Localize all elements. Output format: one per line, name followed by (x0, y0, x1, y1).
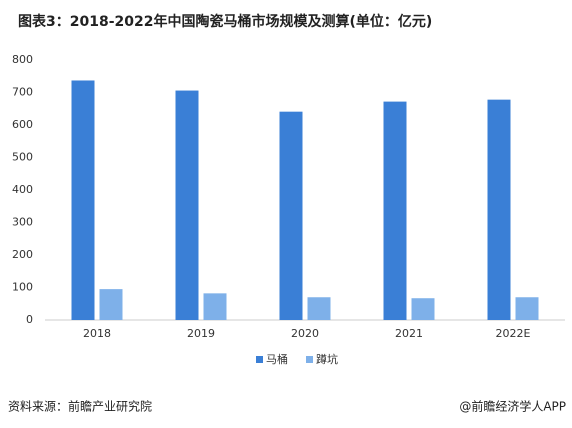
bar (203, 293, 227, 320)
legend-label: 蹲坑 (316, 352, 338, 366)
y-tick-label: 500 (12, 151, 33, 164)
x-tick-label: 2018 (83, 327, 111, 340)
y-tick-label: 400 (12, 183, 33, 196)
y-tick-label: 600 (12, 118, 33, 131)
bar (383, 101, 407, 320)
bar (515, 297, 539, 320)
bar (279, 111, 303, 320)
bar (307, 297, 331, 320)
bar (487, 99, 511, 321)
x-tick-label: 2019 (187, 327, 215, 340)
bar (411, 298, 435, 320)
credit-note: @前瞻经济学人APP (459, 399, 566, 414)
y-tick-label: 200 (12, 248, 33, 261)
y-tick-label: 800 (12, 53, 33, 66)
x-tick-label: 2020 (291, 327, 319, 340)
bar (71, 80, 95, 320)
bar (99, 289, 123, 320)
y-tick-label: 300 (12, 216, 33, 229)
legend-swatch (256, 356, 263, 363)
x-tick-label: 2022E (496, 327, 531, 340)
bar (175, 90, 199, 320)
legend-swatch (306, 356, 313, 363)
legend-label: 马桶 (266, 352, 288, 366)
x-tick-label: 2021 (395, 327, 423, 340)
source-note: 资料来源：前瞻产业研究院 (8, 399, 152, 414)
chart-title: 图表3：2018-2022年中国陶瓷马桶市场规模及测算(单位：亿元) (18, 13, 432, 30)
y-tick-label: 100 (12, 281, 33, 294)
y-tick-label: 700 (12, 86, 33, 99)
y-tick-label: 0 (26, 313, 33, 326)
